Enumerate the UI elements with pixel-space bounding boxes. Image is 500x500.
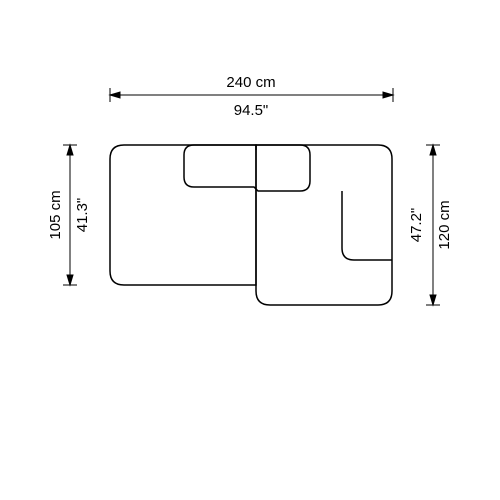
right-dimension: 120 cm 47.2" bbox=[408, 145, 453, 305]
left-dim-cm: 105 cm bbox=[47, 190, 64, 239]
top-dim-in: 94.5" bbox=[234, 102, 269, 119]
left-dim-in: 41.3" bbox=[74, 198, 91, 233]
sofa-shape bbox=[110, 145, 392, 305]
sofa-inner-arm bbox=[342, 191, 392, 260]
sofa-left-module bbox=[110, 145, 256, 285]
right-dim-cm: 120 cm bbox=[436, 200, 453, 249]
sofa-back-cushion bbox=[184, 145, 310, 191]
top-dimension: 240 cm 94.5" bbox=[110, 74, 393, 119]
top-dim-cm: 240 cm bbox=[226, 74, 275, 91]
dimension-drawing: 240 cm 94.5" 105 cm 41.3" 120 cm 47.2" bbox=[0, 0, 500, 500]
sofa-right-module bbox=[256, 145, 392, 305]
right-dim-in: 47.2" bbox=[408, 208, 425, 243]
left-dimension: 105 cm 41.3" bbox=[47, 145, 91, 285]
